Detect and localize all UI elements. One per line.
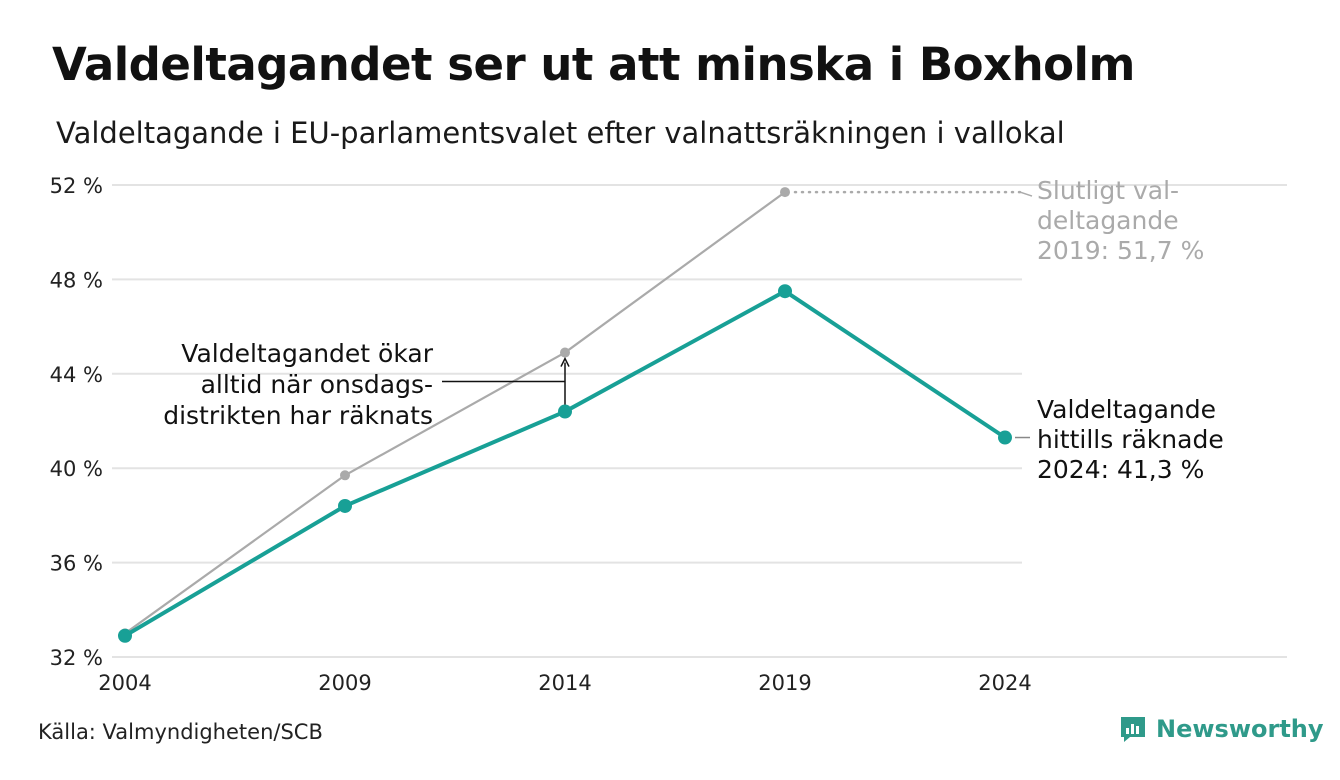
data-point-valnatt (778, 284, 792, 299)
data-point-valnatt (998, 430, 1012, 445)
annotation-note-text: alltid när onsdags- (201, 370, 433, 399)
brand-logo: Newsworthy (1118, 714, 1324, 744)
annotation-arrowhead (560, 356, 570, 367)
chart-title: Valdeltagandet ser ut att minska i Boxho… (52, 38, 1135, 91)
annotation-note-text: Valdeltagandet ökar (181, 339, 433, 368)
brand-name: Newsworthy (1156, 715, 1324, 743)
y-tick-label: 36 % (50, 552, 103, 576)
annotation-current-text: 2024: 41,3 % (1037, 455, 1204, 484)
x-tick-label: 2014 (538, 671, 591, 695)
data-point-slutligt (780, 187, 790, 198)
y-tick-label: 32 % (50, 646, 103, 670)
newsworthy-logo-icon (1121, 717, 1145, 742)
annotation-current-text: hittills räknade (1037, 425, 1224, 454)
y-tick-label: 52 % (50, 174, 103, 198)
annotation-current-text: Valdeltagande (1037, 395, 1216, 424)
data-point-valnatt (558, 404, 572, 419)
y-tick-label: 40 % (50, 457, 103, 481)
data-point-slutligt (560, 347, 570, 358)
annotation-final-text: deltagande (1037, 206, 1179, 235)
series-line-slutligt (124, 191, 786, 635)
source-note: Källa: Valmyndigheten/SCB (38, 720, 323, 744)
chart-subtitle: Valdeltagande i EU-parlamentsvalet efter… (56, 116, 1065, 150)
x-tick-label: 2009 (318, 671, 371, 695)
data-point-valnatt (118, 628, 132, 643)
x-tick-label: 2004 (98, 671, 151, 695)
annotation-final-text: Slutligt val- (1037, 176, 1179, 205)
y-tick-label: 44 % (50, 363, 103, 387)
annotation-final-text: 2019: 51,7 % (1037, 236, 1204, 265)
data-point-slutligt (340, 470, 350, 481)
annotation-note-text: distrikten har räknats (163, 401, 433, 430)
y-tick-label: 48 % (50, 268, 103, 292)
data-point-valnatt (338, 498, 352, 513)
x-tick-label: 2019 (758, 671, 811, 695)
x-tick-label: 2024 (978, 671, 1031, 695)
annotation-leader-final (1019, 191, 1033, 197)
line-chart: 32 % 36 % 40 % 44 % 48 % 52 % 2004 2009 2014 2019… (50, 174, 1287, 695)
